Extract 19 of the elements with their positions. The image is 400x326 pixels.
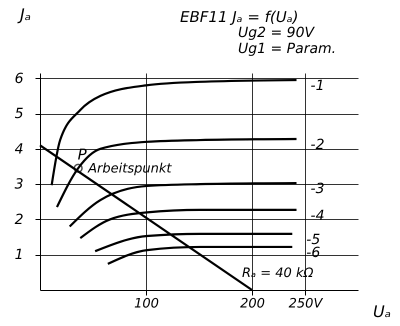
y-tick-label: 1: [14, 247, 24, 264]
x-tick-label: 100: [134, 296, 159, 312]
series-label: -5: [306, 232, 320, 248]
series-label: -2: [310, 136, 325, 153]
text: Ug2 = 90V: [238, 25, 314, 41]
x-tick-label: 250V: [288, 296, 324, 312]
x-axis-title: Uₐ: [373, 302, 391, 321]
series-label: -3: [310, 181, 324, 198]
y-tick-label: 3: [14, 176, 24, 193]
y-axis-title: Jₐ: [17, 5, 31, 24]
y-tick-label: 2: [14, 212, 24, 228]
series-label: -1: [310, 78, 324, 94]
x-tick-label: 200: [240, 296, 265, 312]
y-tick-label: 6: [14, 70, 24, 87]
y-tick-label: 4: [14, 141, 24, 158]
annotation: P: [78, 145, 88, 164]
text: Ug1 = Param.: [238, 41, 336, 57]
y-tick-label: 5: [14, 106, 24, 122]
chart-title: EBF11 Jₐ = f(Uₐ): [180, 8, 298, 26]
